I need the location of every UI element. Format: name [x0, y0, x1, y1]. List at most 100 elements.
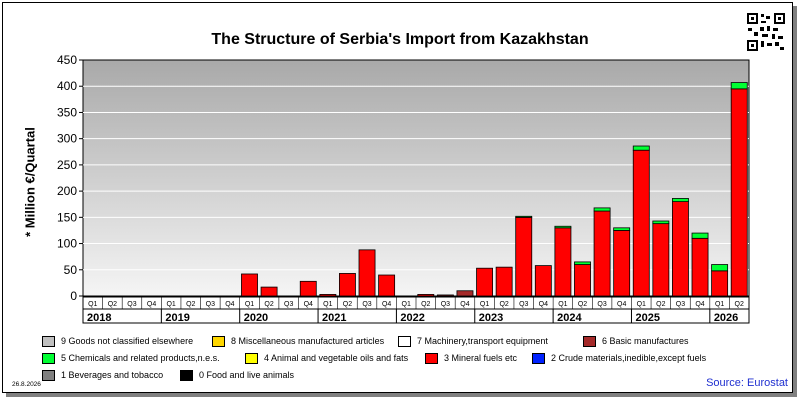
legend-swatch [245, 352, 258, 364]
legend-label: 7 Machinery,transport equipment [417, 336, 548, 346]
legend-item: 9 Goods not classified elsewhere [42, 334, 193, 348]
bar-segment [456, 290, 474, 297]
legend-item: 1 Beverages and tobacco [42, 368, 163, 382]
chart-title: The Structure of Serbia's Import from Ka… [211, 31, 589, 48]
bar-segment [476, 267, 493, 297]
quarter-label: Q4 [304, 301, 313, 308]
legend-label: 1 Beverages and tobacco [61, 370, 164, 380]
bar-segment [417, 294, 435, 297]
legend-item: 7 Machinery,transport equipment [398, 334, 548, 348]
bar-segment [632, 145, 650, 151]
bar-segment [515, 216, 533, 297]
bar-segment [672, 201, 689, 297]
bar-segment [554, 227, 572, 297]
quarter-label: Q2 [499, 301, 508, 308]
legend-swatch [42, 369, 55, 381]
quarter-label: Q1 [402, 301, 411, 308]
y-tick-labels: 0 50 100 150 200 250 300 350 400 450 [57, 53, 83, 303]
legend-item: 4 Animal and vegetable oils and fats [245, 351, 408, 365]
year-label: 2022 [400, 312, 424, 324]
quarter-label: Q2 [578, 301, 587, 308]
legend-label: 9 Goods not classified elsewhere [61, 336, 194, 346]
year-label: 2024 [557, 312, 582, 324]
bar-segment [554, 225, 572, 229]
y-tick-label: 450 [57, 53, 77, 67]
year-label: 2020 [244, 312, 268, 324]
bar-segment [436, 294, 454, 297]
bar-segment [378, 274, 396, 297]
bar-segment [574, 264, 591, 297]
y-tick-label: 250 [57, 158, 77, 172]
legend-swatch [425, 352, 438, 364]
quarter-label: Q1 [166, 301, 175, 308]
bar-segment [652, 220, 670, 225]
bar-segment [574, 261, 591, 265]
quarter-label: Q4 [225, 301, 234, 308]
legend-label: 4 Animal and vegetable oils and fats [264, 353, 409, 363]
bar-segment [534, 265, 552, 297]
legend-label: 5 Chemicals and related products,n.e.s. [61, 353, 220, 363]
y-tick-label: 150 [57, 210, 77, 224]
bar-segment [672, 198, 689, 203]
quarter-label: Q4 [382, 301, 391, 308]
date-stamp: 26.8.2026 [12, 381, 41, 388]
legend-swatch [398, 335, 411, 347]
bar-segment [711, 264, 729, 272]
legend: 9 Goods not classified elsewhere 8 Misce… [38, 334, 738, 384]
quarter-label: Q4 [460, 301, 469, 308]
legend-swatch [583, 335, 596, 347]
bar-segment [358, 249, 376, 297]
bar-segment [241, 273, 258, 297]
quarter-label: Q1 [480, 301, 489, 308]
legend-label: 3 Mineral fuels etc [444, 353, 518, 363]
quarter-label: Q1 [88, 301, 97, 308]
bar-segment [730, 88, 748, 297]
legend-label: 0 Food and live animals [199, 370, 295, 380]
y-tick-label: 0 [70, 289, 77, 303]
quarter-label: Q4 [695, 301, 704, 308]
year-label: 2021 [322, 312, 346, 324]
quarter-label: Q2 [343, 301, 352, 308]
legend-label: 2 Crude materials,inedible,except fuels [551, 353, 707, 363]
quarter-label: Q1 [245, 301, 254, 308]
year-label: 2023 [479, 312, 503, 324]
legend-label: 8 Miscellaneous manufactured articles [231, 336, 385, 346]
bars [241, 82, 748, 297]
quarter-label: Q1 [715, 301, 724, 308]
quarter-label: Q3 [519, 301, 528, 308]
y-tick-label: 400 [57, 79, 77, 93]
quarter-label: Q4 [539, 301, 548, 308]
bar-segment [339, 273, 356, 297]
bar-segment [613, 230, 631, 297]
quarter-label: Q2 [735, 301, 744, 308]
legend-label: 6 Basic manufactures [602, 336, 689, 346]
quarter-label: Q4 [147, 301, 156, 308]
quarter-label: Q2 [186, 301, 195, 308]
legend-item: 2 Crude materials,inedible,except fuels [532, 351, 706, 365]
quarter-label: Q3 [597, 301, 606, 308]
quarter-label: Q3 [441, 301, 450, 308]
legend-swatch [532, 352, 545, 364]
bar-segment [319, 294, 337, 297]
year-label: 2019 [165, 312, 189, 324]
y-tick-label: 350 [57, 105, 77, 119]
y-tick-label: 50 [64, 263, 78, 277]
quarter-label: Q1 [637, 301, 646, 308]
quarter-label: Q2 [656, 301, 665, 308]
bar-segment [613, 227, 631, 231]
quarter-label: Q3 [362, 301, 371, 308]
legend-item: 6 Basic manufactures [583, 334, 689, 348]
y-tick-label: 300 [57, 132, 77, 146]
bar-segment [691, 232, 709, 239]
legend-swatch [212, 335, 225, 347]
legend-item: 5 Chemicals and related products,n.e.s. [42, 351, 220, 365]
quarter-label: Q3 [127, 301, 136, 308]
quarter-label: Q3 [676, 301, 685, 308]
year-label: 2018 [87, 312, 111, 324]
bar-segment [632, 149, 650, 297]
quarter-label: Q2 [108, 301, 117, 308]
bar-segment [711, 270, 729, 297]
bar-segment [730, 82, 748, 90]
x-axis: Q1 Q2 Q3 Q4 Q1 Q2 Q3 Q4 Q1 Q2 Q3 Q4 Q1 Q2 Q3 Q4 Q1 Q2 Q3 Q4… [82, 296, 750, 324]
legend-swatch [180, 369, 193, 381]
